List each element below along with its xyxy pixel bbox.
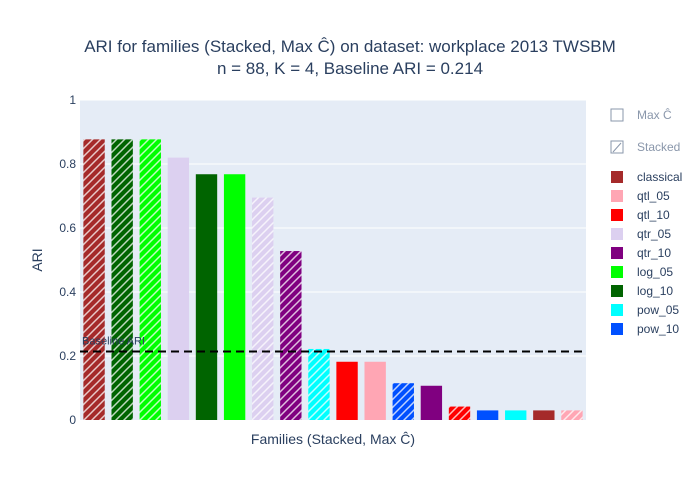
legend-label: pow_10 xyxy=(637,322,679,336)
bars xyxy=(83,139,583,421)
bar-classical-stacked[interactable] xyxy=(83,139,105,421)
bar-pow_10-max[interactable] xyxy=(476,410,499,420)
legend-label: classical xyxy=(637,170,682,184)
y-tick-label: 0 xyxy=(69,413,76,427)
baseline-label: Baseline ARI xyxy=(82,336,145,348)
bar-pow_05-max[interactable] xyxy=(505,410,527,420)
bar-log_10-max[interactable] xyxy=(195,174,218,420)
legend-label: Max Ĉ xyxy=(637,107,672,122)
legend-swatch xyxy=(611,171,623,183)
bar-pow_05-stacked[interactable] xyxy=(308,348,330,420)
legend-swatch xyxy=(611,323,623,335)
legend-item-pow_05[interactable]: pow_05 xyxy=(611,303,679,317)
bar-qtr_05-max[interactable] xyxy=(167,157,190,420)
y-tick-label: 0.6 xyxy=(59,221,76,235)
legend-label: qtr_10 xyxy=(637,246,671,260)
y-tick-label: 0.2 xyxy=(59,349,76,363)
legend-item-qtr_10[interactable]: qtr_10 xyxy=(611,246,671,260)
legend-swatch xyxy=(611,228,623,240)
gridlines xyxy=(80,99,586,357)
bar-qtl_05-stacked[interactable] xyxy=(561,410,583,420)
chart-title-line-1: ARI for families (Stacked, Max Ĉ) on dat… xyxy=(84,37,616,56)
legend-label: Stacked xyxy=(637,140,680,154)
legend-item-qtl_10[interactable]: qtl_10 xyxy=(611,208,670,222)
legend-item-max-c[interactable]: Max Ĉ xyxy=(610,107,672,122)
legend[interactable]: Max Ĉ Stacked classical qtl_05 qtl_10 qtr_05q… xyxy=(610,107,682,336)
bar-qtl_10-max[interactable] xyxy=(336,361,358,420)
bar-qtr_05-stacked[interactable] xyxy=(252,197,274,420)
y-tick-label: 0.8 xyxy=(59,157,76,171)
bar-pow_10-stacked[interactable] xyxy=(392,383,414,420)
bar-log_05-max[interactable] xyxy=(223,174,246,420)
legend-swatch xyxy=(611,190,623,202)
legend-swatch xyxy=(611,209,623,221)
x-axis-title: Families (Stacked, Max Ĉ) xyxy=(251,431,415,447)
legend-label: qtl_10 xyxy=(637,208,670,222)
legend-swatch xyxy=(611,247,623,259)
bar-qtr_10-max[interactable] xyxy=(420,385,443,420)
y-axis-title: ARI xyxy=(29,248,45,271)
legend-item-pow_10[interactable]: pow_10 xyxy=(611,322,679,336)
hatch-mark xyxy=(612,142,622,153)
legend-label: qtl_05 xyxy=(637,189,670,203)
y-tick-labels: 0 0.2 0.4 0.6 0.8 1 xyxy=(59,93,76,427)
bar-qtl_10-stacked[interactable] xyxy=(448,406,471,420)
legend-item-qtr_05[interactable]: qtr_05 xyxy=(611,227,671,241)
bar-qtl_05-max[interactable] xyxy=(364,361,386,420)
legend-item-stacked[interactable]: Stacked xyxy=(610,140,680,154)
legend-label: qtr_05 xyxy=(637,227,671,241)
bar-log_05-stacked[interactable] xyxy=(139,139,161,421)
legend-item-log_10[interactable]: log_10 xyxy=(611,284,673,298)
legend-label: log_05 xyxy=(637,265,673,279)
plot-area xyxy=(80,100,586,420)
legend-item-classical[interactable]: classical xyxy=(611,170,682,184)
legend-item-log_05[interactable]: log_05 xyxy=(611,265,673,279)
legend-swatch xyxy=(610,108,624,122)
bar-classical-max[interactable] xyxy=(533,410,555,420)
bar-qtr_10-stacked[interactable] xyxy=(280,251,302,420)
legend-label: pow_05 xyxy=(637,303,679,317)
legend-item-qtl_05[interactable]: qtl_05 xyxy=(611,189,670,203)
y-tick-label: 0.4 xyxy=(59,285,76,299)
bar-log_10-stacked[interactable] xyxy=(111,139,133,421)
y-tick-label: 1 xyxy=(69,93,76,107)
legend-label: log_10 xyxy=(637,284,673,298)
legend-swatch xyxy=(611,285,623,297)
legend-swatch xyxy=(611,266,623,278)
chart-title-line-2: n = 88, K = 4, Baseline ARI = 0.214 xyxy=(217,59,483,78)
legend-swatch xyxy=(611,304,623,316)
